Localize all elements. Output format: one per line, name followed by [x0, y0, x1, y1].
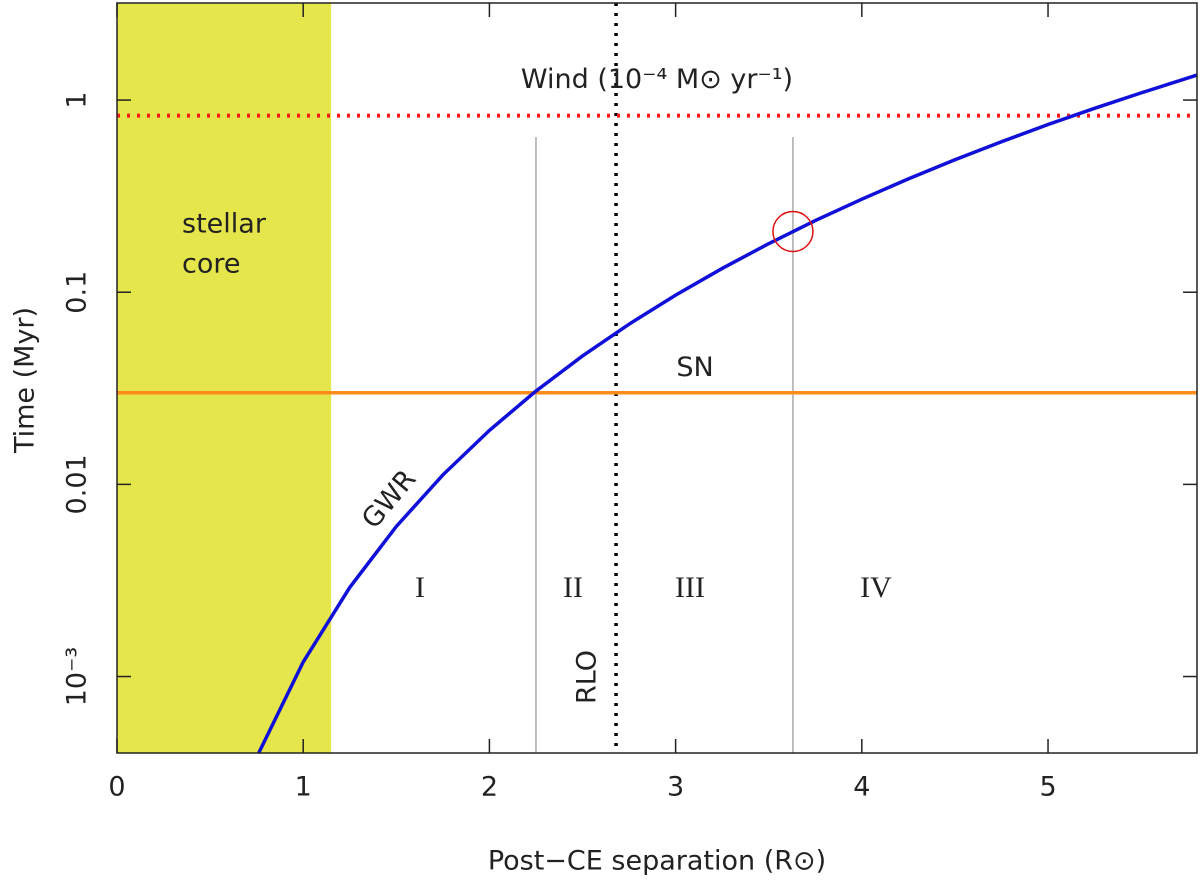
x-tick-label: 3	[667, 772, 684, 803]
x-tick-label: 4	[853, 772, 870, 803]
x-tick-label: 1	[295, 772, 312, 803]
gwr-curve	[256, 73, 1198, 755]
y-tick-label: 0.01	[62, 454, 93, 514]
region-numeral: IV	[860, 571, 892, 604]
curve-label: GWR	[356, 464, 422, 535]
line-label: SN	[676, 352, 713, 383]
region-label: stellar	[182, 209, 267, 240]
plot-frame	[116, 2, 1198, 754]
y-tick-label: 1	[62, 91, 93, 108]
region-numeral: II	[563, 571, 583, 604]
y-tick-label: 10⁻³	[62, 647, 93, 706]
y-axis-label: Time (Myr)	[10, 307, 41, 454]
y-tick-label: 0.1	[62, 271, 93, 314]
region-numeral: III	[675, 571, 705, 604]
x-tick-label: 0	[108, 772, 125, 803]
x-tick-label: 5	[1039, 772, 1056, 803]
region-numeral: I	[415, 571, 425, 604]
line-label: Wind (10⁻⁴ M⊙ yr⁻¹)	[521, 64, 793, 95]
marker	[772, 210, 814, 253]
x-axis-label: Post−CE separation (R⊙)	[488, 846, 826, 877]
x-tick-label: 2	[481, 772, 498, 803]
stellar-core-region	[117, 3, 332, 753]
region-label: core	[182, 249, 240, 280]
rlo-label: RLO	[572, 650, 603, 704]
